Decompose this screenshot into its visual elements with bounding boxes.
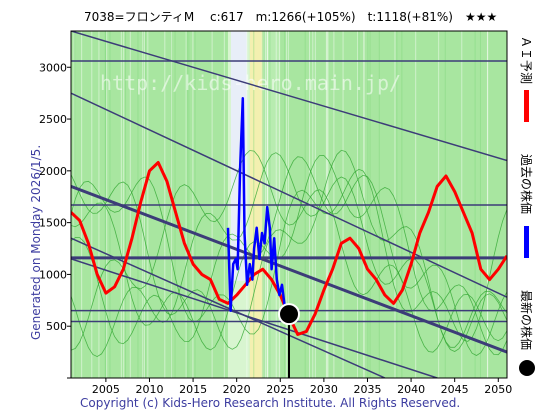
trend-line-3 — [71, 237, 386, 378]
x-tick-label-7: 2040 — [397, 383, 425, 396]
green-curve-1 — [71, 149, 507, 350]
trend-line-4 — [71, 258, 438, 378]
watermark: http://kids-hero.main.jp/ — [100, 71, 401, 95]
legend-ai-swatch — [524, 90, 529, 122]
x-tick-label-3: 2020 — [223, 383, 251, 396]
copyright-footer: Copyright (c) Kids-Hero Research Institu… — [80, 396, 460, 410]
chart-title: 7038=フロンティM c:617 m:1266(+105%) t:1118(+… — [84, 10, 497, 24]
green-curve-5 — [71, 150, 507, 353]
x-tick-label-8: 2045 — [441, 383, 469, 396]
legend: ＡＩ予測 過去の株価 最新の株価 — [519, 36, 535, 376]
y-tick-label-6: 3000 — [39, 61, 67, 74]
white-band — [230, 31, 247, 281]
trend-line-1 — [71, 92, 507, 298]
latest-point — [278, 303, 300, 326]
x-tick-label-2: 2015 — [179, 383, 207, 396]
y-tick-label-4: 2000 — [39, 165, 67, 178]
trend-line-2 — [71, 184, 507, 354]
x-tick-label-0: 2005 — [92, 383, 120, 396]
trend-lines — [71, 31, 507, 378]
plot-frame — [70, 30, 508, 379]
y-tick-label-2: 1000 — [39, 268, 67, 281]
y-axis: 500 1000 1500 2000 2500 3000 — [39, 61, 71, 379]
x-axis: 2005 2010 2015 2020 2025 2030 2035 2040 2045 2050 — [92, 378, 512, 396]
x-tick-label-1: 2010 — [135, 383, 163, 396]
green-curve-3 — [71, 156, 507, 356]
series-line-1 — [226, 97, 291, 315]
x-tick-label-5: 2030 — [310, 383, 338, 396]
y-tick-label-3: 1500 — [39, 217, 67, 230]
latest-layer — [278, 303, 300, 378]
trend-line-0 — [71, 31, 507, 162]
green-curve-0 — [71, 168, 507, 342]
x-tick-label-6: 2035 — [353, 383, 381, 396]
legend-latest-marker — [519, 360, 535, 376]
legend-past-label: 過去の株価 — [519, 154, 534, 214]
y-tick-label-1: 500 — [46, 320, 67, 333]
x-tick-label-9: 2050 — [484, 383, 512, 396]
legend-latest-label: 最新の株価 — [519, 290, 534, 350]
x-tick-label-4: 2025 — [266, 383, 294, 396]
legend-past-swatch — [524, 226, 529, 258]
legend-ai-label: ＡＩ予測 — [519, 36, 533, 84]
generated-label: Generated on Monday 2026/1/5. — [29, 145, 43, 340]
y-tick-label-5: 2500 — [39, 113, 67, 126]
green-curve-4 — [71, 152, 507, 358]
